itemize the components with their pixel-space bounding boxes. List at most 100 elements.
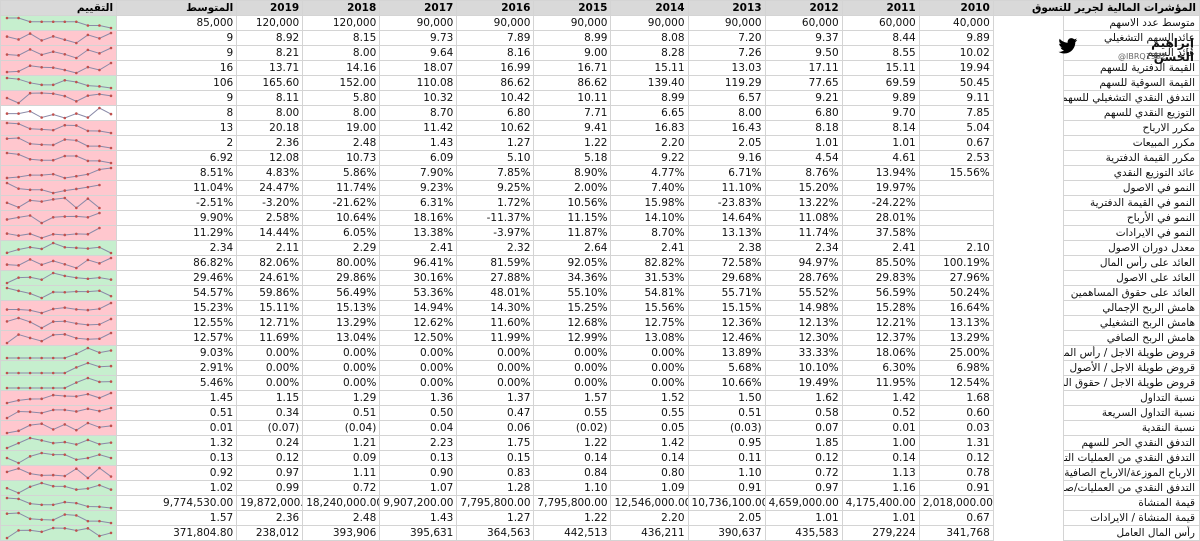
value-cell-2011: 8.44 xyxy=(841,30,920,46)
value-cell-2013: 390,637 xyxy=(687,525,766,541)
sparkline-point xyxy=(86,258,90,262)
value-cell-2019: 4.83% xyxy=(236,165,304,181)
value-cell-2016: 6.80 xyxy=(456,105,535,121)
sparkline-point xyxy=(98,365,101,369)
value-cell-2012: 33.33% xyxy=(764,345,843,361)
sparkline-point xyxy=(40,311,43,315)
value-cell-2015: 2.64 xyxy=(533,240,612,256)
rating-sparkline-cell xyxy=(0,45,118,61)
average-cell: 2.91% xyxy=(116,360,238,376)
sparkline-point xyxy=(17,467,20,470)
sparkline-point xyxy=(63,408,67,412)
rating-sparkline-cell xyxy=(0,195,118,211)
sparkline-point xyxy=(98,106,101,110)
sparkline-point xyxy=(51,241,55,245)
sparkline-point xyxy=(51,371,55,375)
sparkline-point xyxy=(28,356,32,360)
sparkline-point xyxy=(17,122,20,126)
sparkline-point xyxy=(51,83,55,87)
value-cell-2017: 12.50% xyxy=(379,330,458,346)
sparkline-point xyxy=(5,96,9,100)
sparkline-point xyxy=(40,386,43,390)
value-cell-2010: 2.53 xyxy=(918,150,994,166)
indicator-label: نسبة التداول xyxy=(1062,390,1200,406)
value-cell-2019: 11.69% xyxy=(236,330,304,346)
sparkline-point xyxy=(98,262,101,265)
value-cell-2011: 28.01% xyxy=(841,210,920,226)
value-cell-2015: 1.22 xyxy=(533,435,612,451)
sparkline-point xyxy=(51,215,55,219)
sparkline-point xyxy=(51,143,55,147)
value-cell-2014: 13.08% xyxy=(610,330,689,346)
sparkline-point xyxy=(63,371,67,375)
sparkline-point xyxy=(5,371,9,375)
sparkline-point xyxy=(86,438,90,442)
sparkline-point xyxy=(109,475,113,478)
value-cell-2017: 18.07 xyxy=(379,60,458,76)
sparkline-point xyxy=(28,258,32,261)
value-cell-2018: 0.72 xyxy=(302,480,381,496)
sparkline-point xyxy=(109,251,113,255)
value-cell-2011: 8.14 xyxy=(841,120,920,136)
value-cell-2014: 7.40% xyxy=(610,180,689,196)
sparkline-point xyxy=(17,216,20,219)
value-cell-2019: 13.71 xyxy=(236,60,304,76)
spacer-cell xyxy=(992,15,1064,31)
sparkline-point xyxy=(75,206,78,210)
value-cell-2019: 0.12 xyxy=(236,450,304,466)
sparkline xyxy=(5,391,113,405)
indicator-label: معدل دوران الاصول xyxy=(1062,240,1200,256)
value-cell-2016: 1.37 xyxy=(456,390,535,406)
sparkline-path xyxy=(7,17,112,29)
sparkline-point xyxy=(86,247,90,250)
sparkline xyxy=(5,226,101,240)
sparkline xyxy=(5,61,113,75)
sparkline-point xyxy=(40,188,43,192)
sparkline-point xyxy=(109,364,113,368)
value-cell-2012: 60,000 xyxy=(764,15,843,31)
value-cell-2010: 15.56% xyxy=(918,165,994,181)
sparkline-point xyxy=(17,399,20,402)
sparkline xyxy=(5,151,113,165)
sparkline-point xyxy=(40,53,43,57)
value-cell-2018: 8.00 xyxy=(302,105,381,121)
sparkline-point xyxy=(28,64,32,68)
value-cell-2010: 2,018,000.00 xyxy=(918,495,994,511)
sparkline-point xyxy=(109,94,113,98)
value-cell-2015: 1.10 xyxy=(533,480,612,496)
indicator-label: التدفق النقدي الحر للسهم xyxy=(1062,435,1200,451)
sparkline-path xyxy=(6,452,112,464)
value-cell-2016: 27.88% xyxy=(456,270,535,286)
sparkline xyxy=(5,121,113,135)
value-cell-2012: 1.01 xyxy=(764,135,843,151)
value-cell-2012: 0.97 xyxy=(764,480,843,496)
value-cell-2017: 1.07 xyxy=(379,480,458,496)
sparkline-path xyxy=(6,272,112,284)
sparkline-point xyxy=(51,232,55,236)
sparkline-point xyxy=(40,263,43,267)
value-cell-2010: 1.68 xyxy=(918,390,994,406)
sparkline-point xyxy=(5,486,9,490)
sparkline-point xyxy=(109,531,113,535)
value-cell-2012: 9.37 xyxy=(764,30,843,46)
sparkline-point xyxy=(17,234,20,237)
table-row: 11.04% 24.47% 11.74% 9.23% 9.25% 2.00% 7.40% 11… xyxy=(0,180,1200,196)
value-cell-2017: 90,000 xyxy=(379,15,458,31)
sparkline-point xyxy=(5,496,9,500)
table-row: 0.13 0.12 0.09 0.13 0.15 0.14 0.14 0.11 0.12 0.14… xyxy=(0,450,1200,466)
spacer-cell xyxy=(992,240,1064,256)
sparkline-point xyxy=(51,66,55,69)
sparkline-point xyxy=(28,81,32,85)
value-cell-2013: 12.46% xyxy=(687,330,766,346)
sparkline-point xyxy=(40,474,43,477)
table-row: 106 165.60 152.00 110.08 86.62 86.62 139.40 119… xyxy=(0,75,1200,91)
table-row: 9 8.92 8.15 9.73 7.89 8.99 8.08 7.20 9.37 8.44 9.8… xyxy=(0,30,1200,46)
sparkline-point xyxy=(63,319,67,323)
indicator-label: قروض طويلة الاجل / رأس المال xyxy=(1062,345,1200,361)
sparkline-point xyxy=(28,371,32,375)
sparkline-point xyxy=(109,406,113,410)
value-cell-2019: 19,872,000.00 xyxy=(236,495,304,511)
value-cell-2012: 14.98% xyxy=(764,300,843,316)
sparkline-point xyxy=(5,456,9,460)
sparkline-point xyxy=(63,394,67,398)
